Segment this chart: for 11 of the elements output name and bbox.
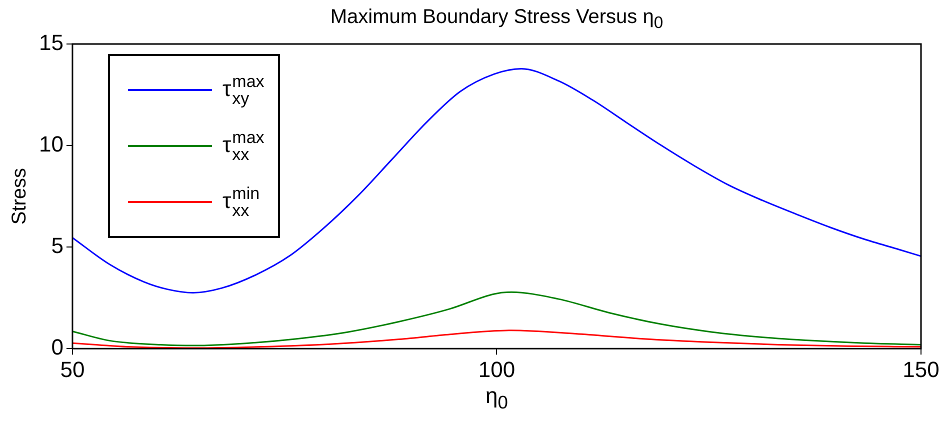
line-series	[72, 291, 921, 346]
x-tick-label: 150	[902, 356, 940, 382]
x-axis-title: η$_{0}$	[486, 382, 508, 413]
y-tick-label: 5	[51, 233, 64, 258]
line-series	[72, 68, 921, 294]
y-tick-label: 10	[38, 132, 64, 157]
line-series	[72, 330, 921, 349]
y-tick-label: 15	[38, 30, 64, 56]
chart-title: Maximum Boundary Stress Versus η$_{0}$	[330, 6, 664, 33]
x-tick-label: 100	[478, 356, 516, 382]
y-axis-title: Stress	[8, 168, 31, 225]
